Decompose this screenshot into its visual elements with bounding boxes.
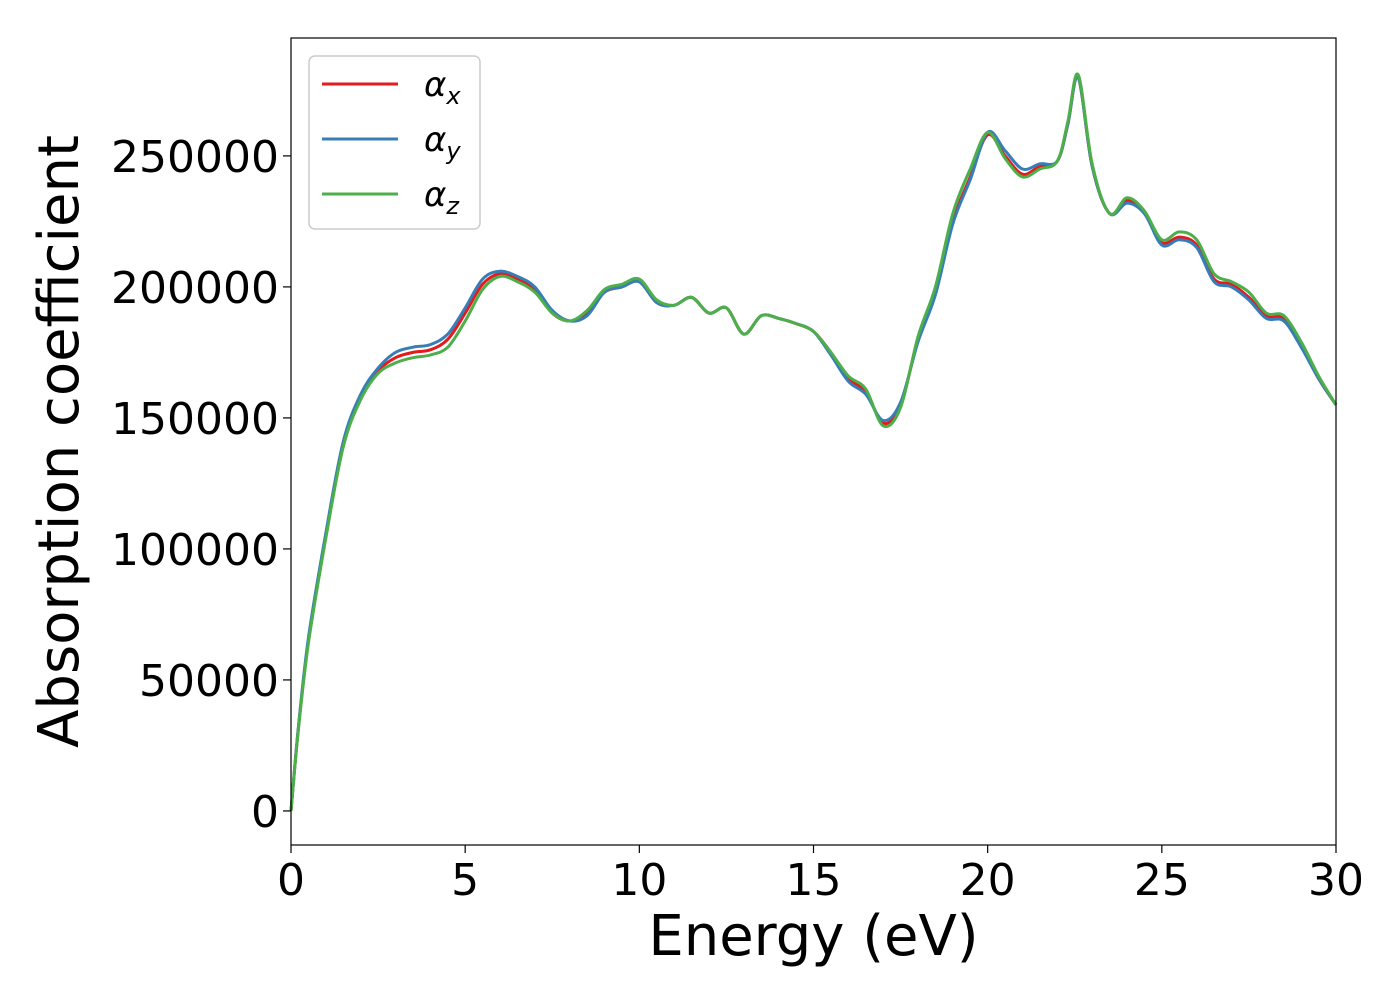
legend: αx αy αz [308, 55, 481, 230]
x-tick-label: 30 [1308, 855, 1364, 906]
y-tick-label: 50000 [139, 656, 279, 707]
x-tick-label: 15 [786, 855, 842, 906]
x-tick-label: 5 [451, 855, 479, 906]
y-tick-label: 100000 [111, 525, 279, 576]
x-tick-label: 0 [277, 855, 305, 906]
series-lines [289, 72, 1338, 812]
legend-label-y: αy [424, 120, 461, 165]
y-tick-label: 0 [251, 787, 279, 838]
y-axis-title: Absorption coefficient [27, 135, 92, 748]
y-tick-label: 150000 [111, 394, 279, 445]
x-axis-title: Energy (eV) [648, 904, 978, 969]
y-tick-label: 250000 [111, 132, 279, 183]
y-tick-label: 200000 [111, 263, 279, 314]
x-tick-label: 20 [960, 855, 1016, 906]
series-line-z [289, 72, 1338, 812]
legend-label-z: αz [424, 175, 460, 220]
x-tick-label: 10 [611, 855, 667, 906]
axis-ticks: 0 5 10 15 20 25 30 0 50000 100000 150000 200000 2500… [111, 132, 1364, 906]
legend-label-x: αx [424, 65, 461, 110]
legend-box [308, 55, 481, 230]
x-tick-label: 25 [1134, 855, 1190, 906]
